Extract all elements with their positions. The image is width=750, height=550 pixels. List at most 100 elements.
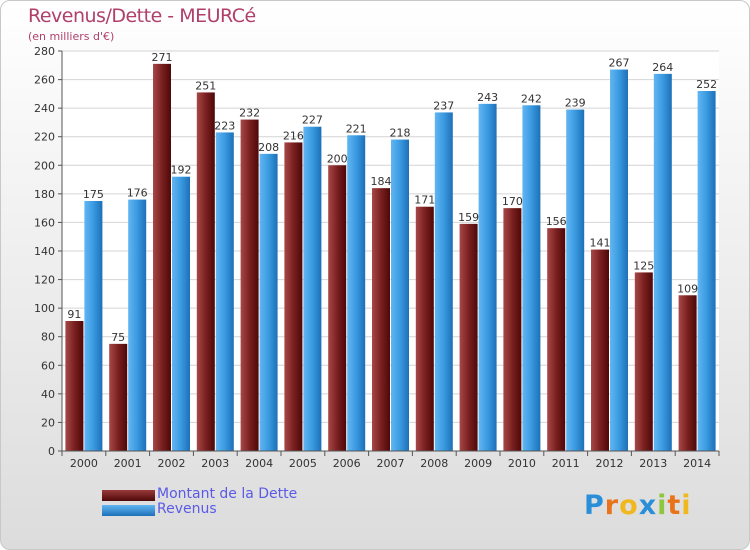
value-label-revenus: 223 [214,119,235,132]
x-tick-label: 2007 [377,457,405,470]
value-label-debt: 232 [239,107,260,120]
logo-letter: i [657,490,668,521]
bar-revenus [259,153,278,451]
bar-debt [459,223,478,451]
y-tick-label: 220 [34,131,55,144]
x-tick-label: 2011 [552,457,580,470]
bar-debt [503,208,522,451]
value-label-revenus: 267 [609,57,630,70]
y-tick-label: 200 [34,159,55,172]
value-label-revenus: 242 [521,92,542,105]
bar-debt [65,321,84,451]
proxiti-logo: Proxiti [584,490,692,521]
value-label-debt: 271 [152,51,173,64]
value-label-revenus: 227 [302,114,323,127]
x-tick-label: 2002 [158,457,186,470]
bar-debt [634,272,653,451]
value-label-debt: 200 [327,152,348,165]
bar-revenus [215,132,234,451]
bar-debt [196,92,215,451]
bar-debt [328,165,347,452]
bar-debt [153,63,171,451]
bar-revenus [347,135,366,452]
y-tick-label: 160 [34,216,55,229]
x-tick-label: 2003 [201,457,229,470]
y-tick-label: 260 [34,74,55,87]
value-label-debt: 125 [633,259,654,272]
logo-letter: i [681,490,692,521]
value-label-revenus: 192 [171,164,192,177]
x-tick-label: 2010 [508,457,536,470]
value-label-debt: 251 [195,79,216,92]
value-label-debt: 159 [458,211,479,224]
bar-revenus [478,103,497,451]
y-tick-label: 80 [41,331,55,344]
value-label-debt: 91 [67,308,81,321]
bar-debt [109,343,128,451]
y-tick-label: 180 [34,188,55,201]
bar-debt [240,119,259,452]
value-label-debt: 216 [283,129,304,142]
value-label-debt: 184 [371,175,392,188]
x-tick-label: 2005 [289,457,317,470]
bar-debt [372,188,390,451]
value-label-revenus: 243 [477,91,498,104]
value-label-revenus: 175 [83,188,104,201]
x-tick-label: 2006 [333,457,361,470]
bar-revenus [303,126,322,451]
bar-debt [415,206,434,451]
value-label-debt: 156 [546,215,567,228]
bar-debt [284,142,303,451]
bar-revenus [391,139,409,452]
value-label-debt: 170 [502,195,523,208]
x-tick-label: 2012 [596,457,624,470]
x-tick-label: 2013 [639,457,667,470]
x-tick-label: 2008 [420,457,448,470]
legend-label-revenus: Revenus [157,501,217,517]
value-label-debt: 141 [590,237,611,250]
y-tick-label: 40 [41,388,55,401]
value-label-revenus: 239 [565,97,586,110]
chart-title: Revenus/Dette - MEURCé [28,5,256,27]
bar-revenus [522,105,541,452]
x-tick-label: 2001 [114,457,142,470]
bar-revenus [172,176,190,451]
logo-letter: o [619,490,639,521]
value-label-debt: 75 [111,331,125,344]
x-tick-label: 2004 [245,457,273,470]
value-label-revenus: 252 [696,78,717,91]
bar-debt [591,249,609,451]
bar-revenus [566,109,585,452]
y-tick-label: 20 [41,416,55,429]
y-tick-label: 120 [34,274,55,287]
x-tick-label: 2009 [464,457,492,470]
value-label-debt: 109 [677,282,698,295]
y-tick-label: 140 [34,245,55,258]
logo-letter: t [667,490,682,521]
value-label-revenus: 176 [127,187,148,200]
legend-label-debt: Montant de la Dette [157,486,298,502]
bar-revenus [610,69,628,452]
value-label-revenus: 237 [433,99,454,112]
value-label-debt: 171 [414,194,435,207]
bar-revenus [84,201,103,451]
bar-revenus [697,91,716,451]
y-tick-label: 60 [41,359,55,372]
logo-letter: P [584,490,605,521]
logo-letter: x [638,490,658,521]
y-tick-label: 100 [34,302,55,315]
bar-revenus [434,112,453,451]
value-label-revenus: 221 [346,122,367,135]
bar-revenus [653,73,672,451]
x-tick-label: 2000 [70,457,98,470]
chart-subtitle: (en milliers d'€) [28,30,115,43]
y-tick-label: 0 [48,445,55,458]
y-tick-label: 240 [34,102,55,115]
value-label-revenus: 218 [390,127,411,140]
y-tick-label: 280 [34,45,55,58]
bar-revenus [128,199,147,451]
value-label-revenus: 208 [258,141,279,154]
bar-debt [678,295,697,451]
